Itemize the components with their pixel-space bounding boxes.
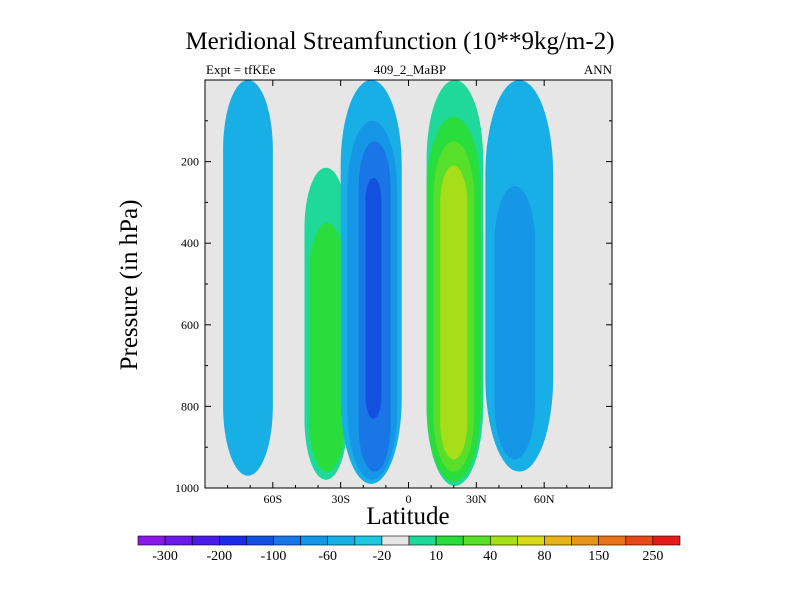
colorbar-swatch <box>625 535 654 546</box>
colorbar-swatch <box>408 535 437 546</box>
colorbar-label: 80 <box>538 549 552 564</box>
colorbar-label: 10 <box>429 549 443 564</box>
colorbar-label: -200 <box>206 549 232 564</box>
colorbar-swatch <box>300 535 329 546</box>
colorbar-swatch <box>354 535 383 546</box>
season-label: ANN <box>583 62 612 77</box>
colorbar-label: 250 <box>642 549 663 564</box>
colorbar-swatch <box>544 535 572 546</box>
contour-region-negative-13 <box>494 186 536 460</box>
colorbar-label: -300 <box>152 549 178 564</box>
x-tick-label: 60S <box>263 492 282 506</box>
colorbar-label: -20 <box>373 549 392 564</box>
colorbar-swatch <box>598 535 627 546</box>
contour-regions <box>223 80 554 486</box>
colorbar-swatch <box>571 535 599 546</box>
y-tick-label: 800 <box>181 399 199 413</box>
x-tick-label: 30S <box>331 492 350 506</box>
contour-region-negative-7 <box>365 177 382 419</box>
chart-title: Meridional Streamfunction (10**9kg/m-2) <box>185 28 615 55</box>
colorbar-swatch <box>462 535 491 546</box>
colorbar-swatch <box>489 535 518 546</box>
colorbar-swatch <box>435 535 464 546</box>
x-tick-label: 30N <box>466 492 487 506</box>
y-tick-label: 1000 <box>175 481 199 495</box>
axes: 60S 30S 0 30N 60N 200 400 600 800 1000 <box>175 80 613 506</box>
colorbar-swatch <box>327 535 356 546</box>
y-tick-label: 200 <box>181 155 199 169</box>
y-tick-label: 400 <box>181 236 199 250</box>
colorbar-swatch <box>164 535 193 546</box>
x-tick-label: 0 <box>406 492 412 506</box>
colorbar-swatch <box>191 535 220 546</box>
x-tick-label: 60N <box>534 492 555 506</box>
colorbar-label: 40 <box>483 549 497 564</box>
colorbar-label: -60 <box>318 549 337 564</box>
colorbar-swatch <box>517 535 545 546</box>
x-axis-label: Latitude <box>366 503 450 530</box>
colorbar-swatch <box>219 535 247 546</box>
contour-region-negative-1 <box>223 80 273 476</box>
colorbar-swatch <box>652 535 681 546</box>
case-label: 409_2_MaBP <box>373 62 447 77</box>
colorbar-swatch <box>137 535 166 546</box>
colorbar: -300 -200 -100 -60 -20 10 40 80 150 250 <box>137 535 681 564</box>
colorbar-swatch <box>273 535 301 546</box>
colorbar-swatch <box>381 535 410 546</box>
y-tick-label: 600 <box>181 318 199 332</box>
contour-region-positive-11 <box>440 165 468 460</box>
experiment-label: Expt = tfKEe <box>206 62 276 77</box>
colorbar-label: 150 <box>588 549 609 564</box>
colorbar-swatch <box>246 535 274 546</box>
contour-region-positive-3 <box>309 222 346 472</box>
colorbar-label: -100 <box>261 549 287 564</box>
